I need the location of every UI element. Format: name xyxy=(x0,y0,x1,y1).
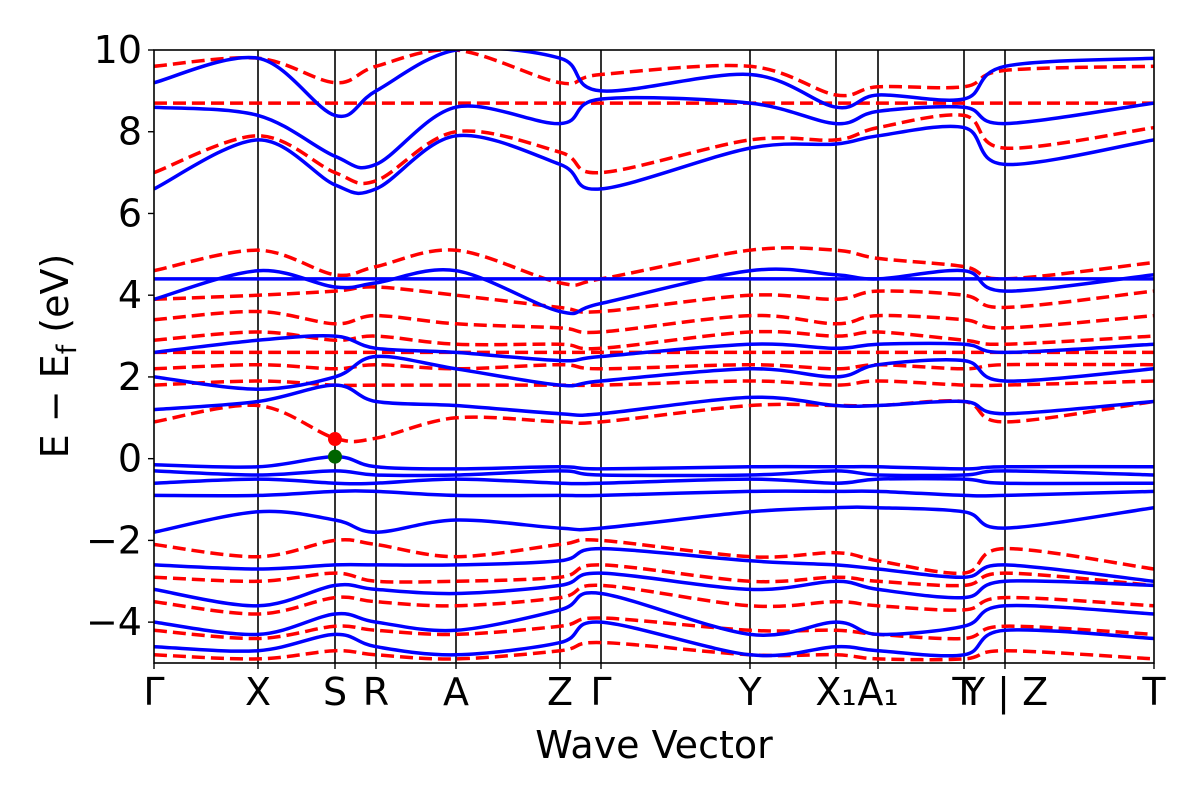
y-tick-label: −4 xyxy=(86,600,142,644)
band-line-dashed xyxy=(154,583,1154,616)
band-line-dashed xyxy=(154,538,1154,576)
band-line-dashed xyxy=(154,616,1154,641)
y-axis-title-subscript: f xyxy=(52,343,83,354)
y-axis-title-main: E − E xyxy=(33,354,77,458)
band-line-solid xyxy=(154,124,1154,196)
band-line-solid xyxy=(154,469,1154,478)
y-axis-title-unit: (eV) xyxy=(33,254,77,345)
y-tick-label: 2 xyxy=(118,355,142,399)
band-line-solid xyxy=(154,383,1154,418)
y-tick-label: 4 xyxy=(118,273,142,317)
x-tick-label: Y xyxy=(737,670,762,714)
band-line-solid xyxy=(154,591,1154,637)
band-line-dashed xyxy=(154,563,1154,588)
band-line-solid xyxy=(154,50,1154,119)
x-tick-label: Z xyxy=(547,670,573,714)
band-line-dashed xyxy=(154,362,1154,371)
band-line-solid xyxy=(154,571,1154,608)
band-line-solid xyxy=(154,454,1154,471)
band-line-solid xyxy=(154,546,1154,584)
x-tick-label: Γ xyxy=(590,670,611,714)
vbm-marker xyxy=(328,449,342,464)
x-tick-label: X xyxy=(245,670,271,714)
band-lines xyxy=(154,50,1154,662)
x-tick-label: A₁ xyxy=(857,670,898,714)
y-tick-label: 8 xyxy=(118,110,142,154)
x-axis-title: Wave Vector xyxy=(535,723,773,767)
x-tick-label: T xyxy=(1141,670,1166,714)
x-tick-label: A xyxy=(443,670,469,714)
x-tick-label: Γ xyxy=(143,670,164,714)
band-line-dashed xyxy=(154,285,1154,314)
band-line-dashed xyxy=(154,113,1154,186)
band-line-dashed xyxy=(154,50,1154,98)
y-axis-ticks: −4 −2 0 2 4 6 8 10 xyxy=(86,28,154,644)
band-line-solid xyxy=(154,267,1154,316)
y-axis-title: E − Ef (eV) xyxy=(33,254,83,459)
plot-frame xyxy=(153,49,1155,664)
x-tick-label: Y | Z xyxy=(961,670,1048,715)
x-tick-label: X₁ xyxy=(815,670,856,714)
x-tick-label: R xyxy=(363,670,389,714)
band-line-solid xyxy=(154,95,1154,170)
band-line-dashed xyxy=(154,329,1154,351)
band-line-dashed xyxy=(154,640,1154,662)
band-line-solid xyxy=(154,476,1154,486)
x-tick-label: T xyxy=(951,670,976,714)
y-tick-label: 6 xyxy=(118,191,142,235)
band-line-solid xyxy=(154,333,1154,363)
cbm-marker xyxy=(328,432,342,447)
y-tick-label: 0 xyxy=(118,437,142,481)
band-edge-markers xyxy=(328,432,342,464)
band-line-solid xyxy=(154,620,1154,658)
band-line-solid xyxy=(154,354,1154,391)
band-line-solid xyxy=(154,489,1154,498)
y-tick-label: −2 xyxy=(86,518,142,562)
band-line-solid xyxy=(154,505,1154,534)
x-tick-label: S xyxy=(323,670,347,714)
band-line-dashed xyxy=(154,309,1154,335)
y-tick-label: 10 xyxy=(94,28,142,72)
